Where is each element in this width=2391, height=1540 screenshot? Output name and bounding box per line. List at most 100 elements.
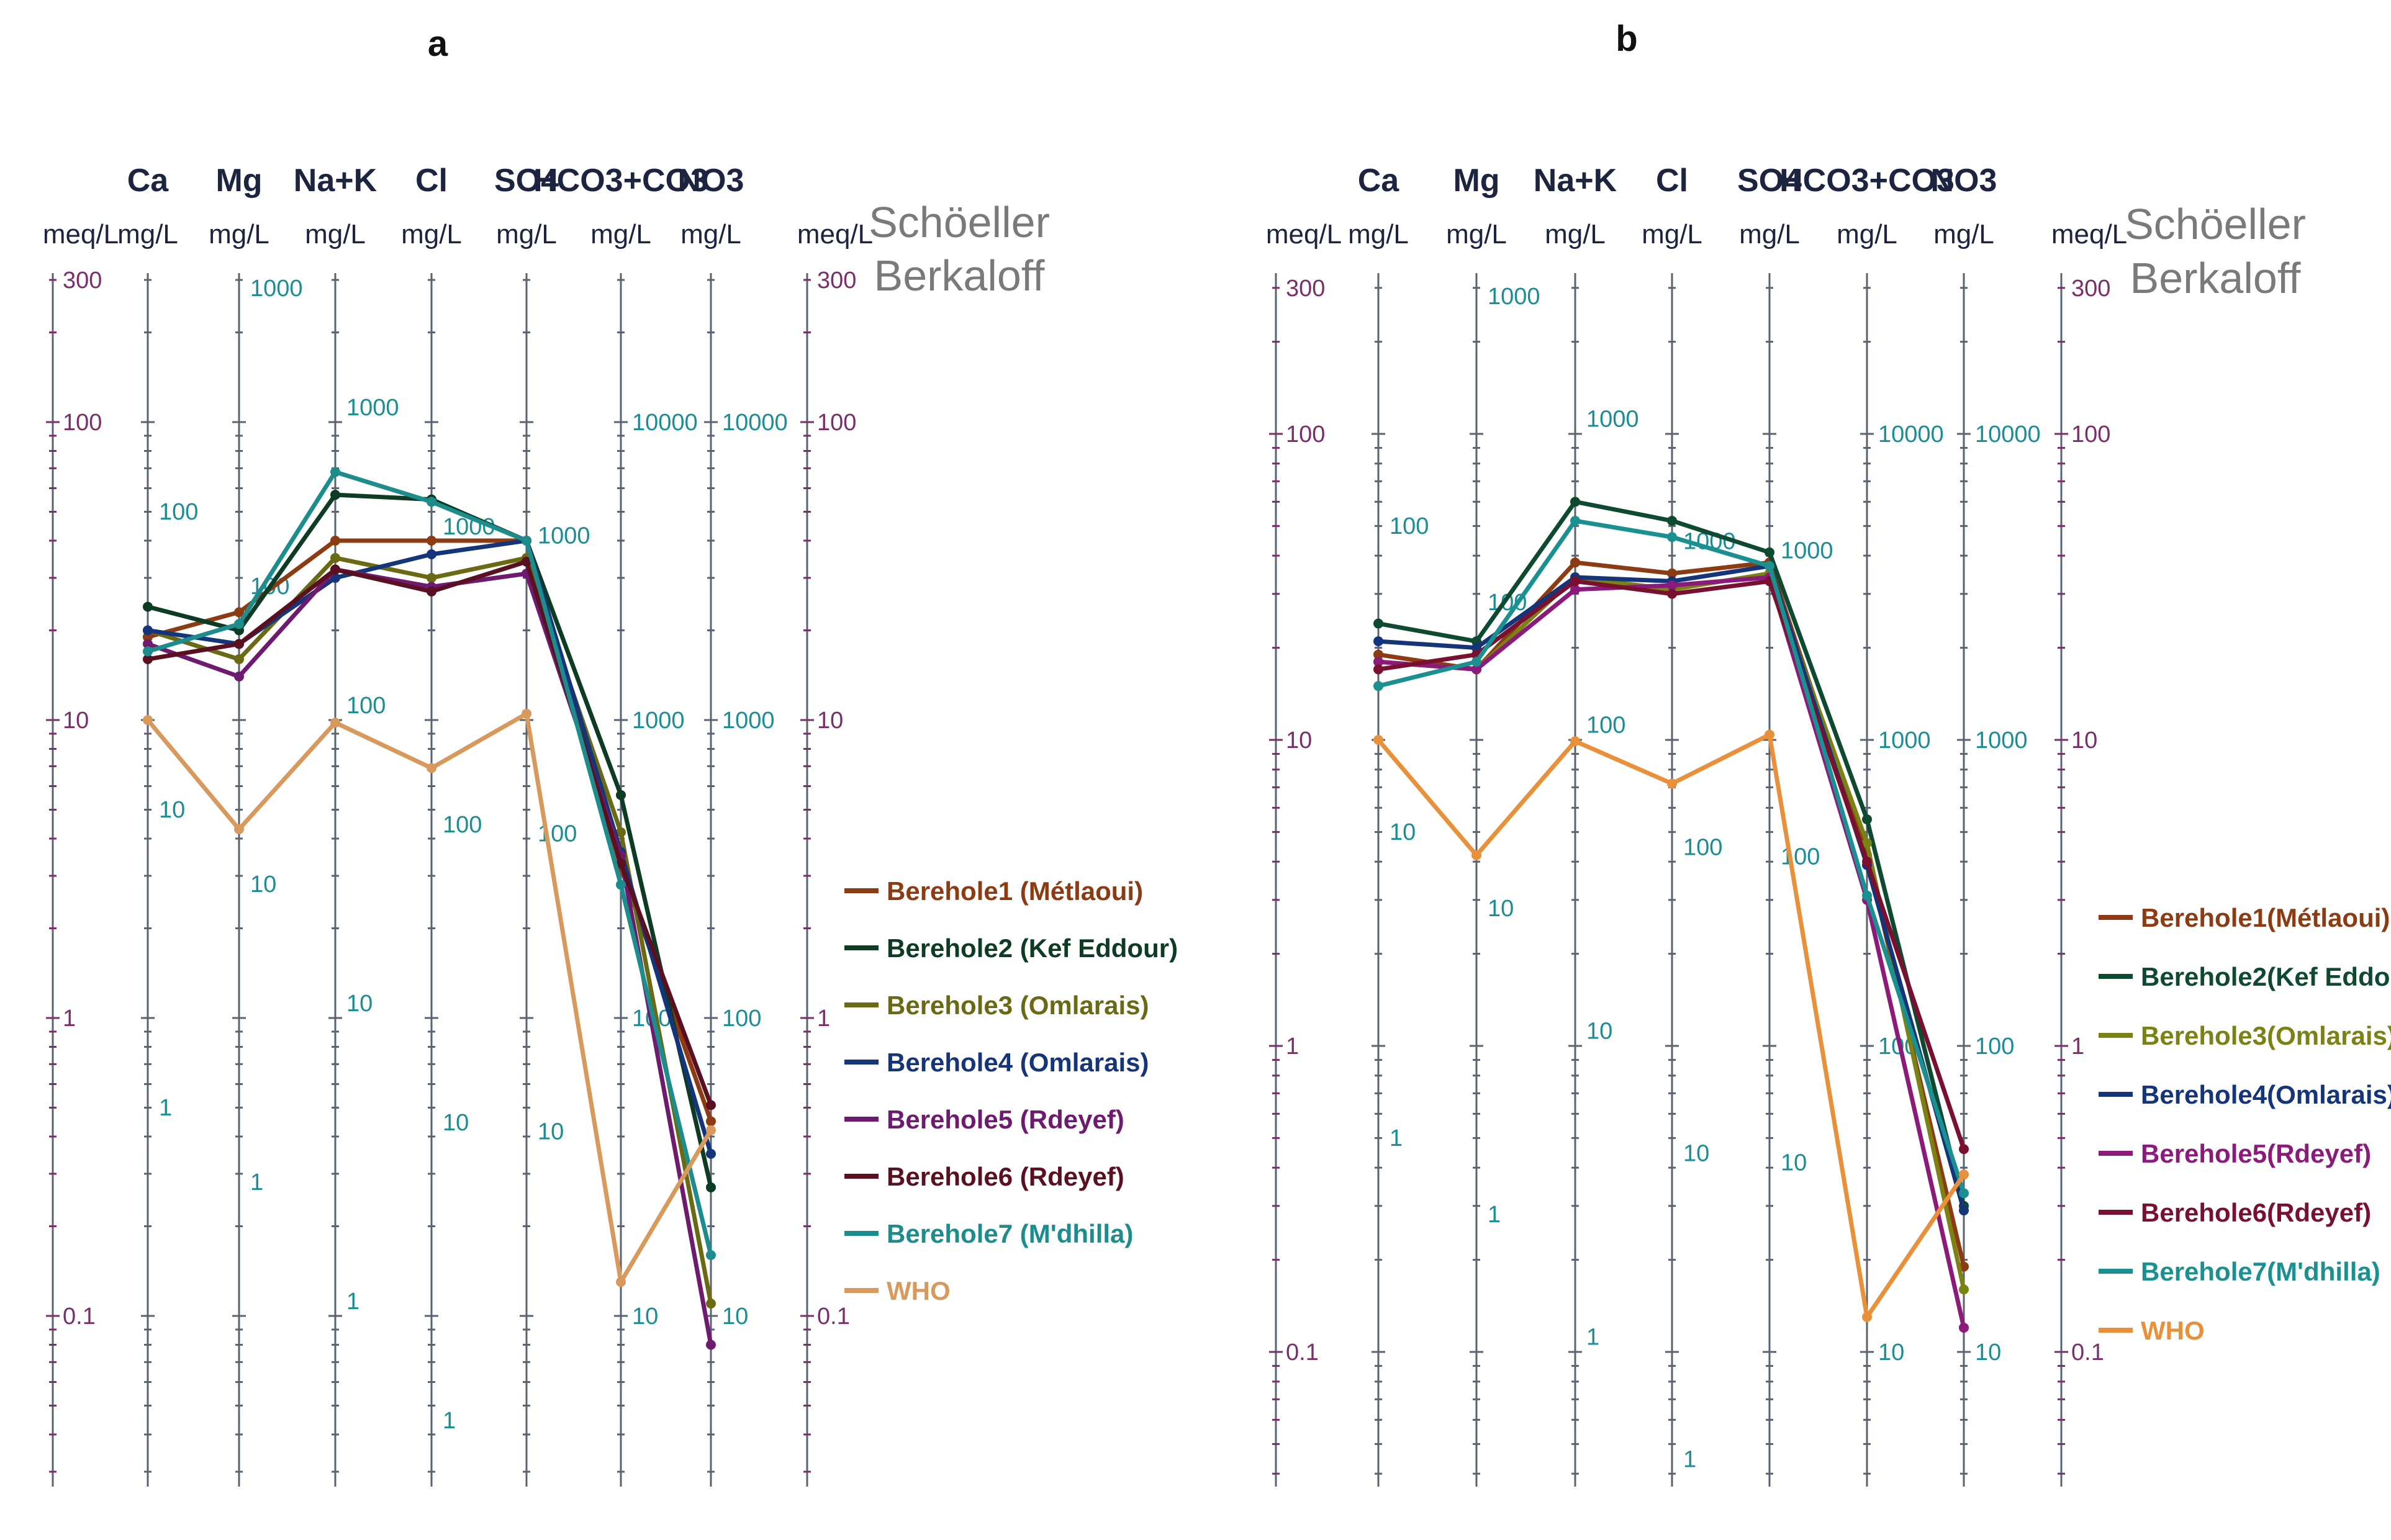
legend-label: Berehole7 (M'dhilla) (887, 1219, 1133, 1248)
data-point (427, 536, 436, 546)
legend: Berehole1(Métlaoui) Berehole2(Kef Eddour)… (2099, 903, 2391, 1345)
meq-tick-label: 100 (63, 410, 102, 436)
axis-ca: Ca mg/L 100 10 1 (1348, 163, 1429, 1487)
data-point (143, 715, 153, 725)
data-point (427, 586, 436, 597)
meq-tick-label: 300 (63, 268, 102, 294)
legend-label: Berehole3 (Omlarais) (887, 991, 1149, 1020)
data-point (1959, 1144, 1969, 1155)
data-point (616, 858, 626, 869)
meq-unit-label: meq/L (1266, 219, 1342, 250)
mg-tick-label: 1000 (632, 708, 685, 734)
mg-tick-label: 100 (722, 1006, 761, 1032)
meq-tick-label: 10 (1286, 727, 1312, 754)
meq-tick-label: 10 (817, 708, 843, 734)
legend-label: WHO (887, 1276, 951, 1305)
mg-tick-label: 1 (1390, 1125, 1403, 1151)
data-point (706, 1100, 716, 1110)
axis-ca: Ca mg/L 100 10 1 (117, 163, 198, 1487)
data-point (143, 646, 153, 657)
mg-tick-label: 10 (538, 1119, 564, 1145)
data-point (330, 536, 340, 546)
mg-tick-label: 100 (1683, 835, 1722, 861)
parameter-label: SO4 (1737, 163, 1802, 199)
mg-unit-label: mg/L (209, 219, 269, 250)
data-point (143, 654, 153, 665)
data-point (1667, 516, 1677, 526)
mg-tick-label: 1 (1488, 1202, 1501, 1228)
mg-tick-label: 10 (1975, 1340, 2001, 1366)
panel-b: bSchöellerBerkaloffmeq/L3001001010.1meq/… (1266, 19, 2391, 1487)
mg-unit-label: mg/L (1837, 219, 1897, 250)
data-point (1471, 657, 1481, 667)
data-point (1570, 497, 1580, 507)
mg-unit-label: mg/L (401, 219, 462, 250)
mg-tick-label: 10000 (722, 410, 788, 436)
parameter-label: Cl (1656, 163, 1688, 199)
data-point (706, 1125, 716, 1135)
data-point (1765, 547, 1774, 557)
data-point (1667, 568, 1677, 579)
mg-unit-label: mg/L (1348, 219, 1409, 250)
data-point (330, 718, 340, 728)
mg-tick-label: 100 (443, 812, 482, 838)
data-point (234, 607, 244, 618)
legend-label: Berehole1 (Métlaoui) (887, 876, 1143, 906)
mg-tick-label: 1000 (346, 395, 399, 421)
mg-tick-label: 10 (1683, 1141, 1709, 1167)
meq-tick-label: 100 (1286, 421, 1325, 448)
mg-tick-label: 1000 (1781, 538, 1833, 564)
mg-tick-label: 10 (346, 991, 373, 1017)
mg-tick-label: 1000 (250, 276, 303, 302)
axis-na-k: Na+K mg/L 1000 100 10 1 (294, 163, 399, 1487)
data-point (1959, 1188, 1969, 1199)
mg-unit-label: mg/L (1933, 219, 1994, 250)
series-group (143, 467, 716, 1350)
data-point (1373, 664, 1383, 675)
data-point (1667, 588, 1677, 599)
meq-tick-label: 0.1 (63, 1304, 96, 1330)
data-point (1667, 778, 1677, 789)
data-point (234, 671, 244, 682)
mg-tick-label: 1 (1683, 1447, 1696, 1473)
brand-title-line2: Berkaloff (874, 251, 1046, 300)
brand-title-line2: Berkaloff (2130, 254, 2302, 302)
mg-tick-label: 1000 (1975, 727, 2028, 754)
data-point (1373, 649, 1383, 660)
mg-tick-label: 10 (1878, 1340, 1904, 1366)
data-point (706, 1148, 716, 1159)
data-point (1570, 557, 1580, 568)
mg-tick-label: 1 (443, 1408, 456, 1434)
data-point (234, 639, 244, 649)
meq-axis-left: meq/L 300 100 10 1 0.1 (43, 219, 119, 1487)
legend-label: Berehole4(Omlarais) (2141, 1080, 2391, 1109)
series-line-berehole4-omlarais (147, 538, 713, 1155)
mg-tick-label: 1000 (722, 708, 775, 734)
data-point (330, 564, 340, 575)
data-point (330, 490, 340, 500)
brand-title-line1: Schöeller (2125, 200, 2306, 248)
legend-label: Berehole2(Kef Eddour) (2141, 962, 2391, 991)
data-point (1373, 735, 1383, 745)
mg-tick-label: 1000 (1586, 406, 1639, 432)
data-point (1862, 857, 1872, 867)
data-point (616, 827, 626, 837)
mg-tick-label: 1000 (1488, 284, 1540, 310)
mg-tick-label: 1 (250, 1169, 263, 1196)
meq-tick-label: 0.1 (2071, 1340, 2104, 1366)
meq-unit-label: meq/L (797, 219, 873, 250)
data-point (706, 1340, 716, 1350)
mg-unit-label: mg/L (590, 219, 651, 250)
parameter-label: Na+K (1534, 163, 1617, 199)
series-line-berehole6-rdeyef (147, 559, 713, 1106)
mg-tick-label: 10 (250, 871, 276, 898)
data-point (330, 467, 340, 477)
meq-tick-label: 100 (2071, 421, 2110, 448)
data-point (1959, 1169, 1969, 1180)
axis-no3: NO3 mg/L 10000 1000 100 10 (1931, 163, 2041, 1487)
mg-tick-label: 10 (1586, 1018, 1612, 1044)
